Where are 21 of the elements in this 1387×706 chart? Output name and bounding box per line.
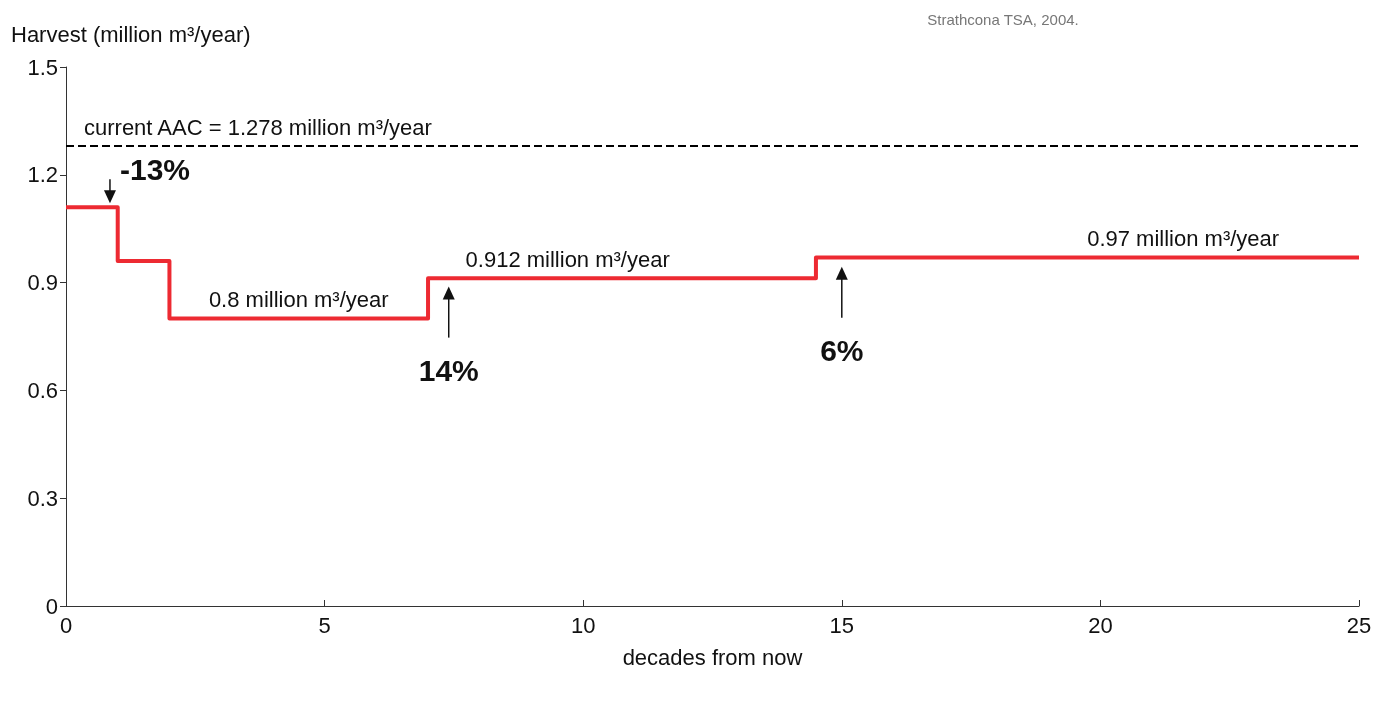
y-tick-label: 0.6 <box>27 377 58 403</box>
annotation: 0.912 million m³/year <box>465 246 670 272</box>
x-tick-label: 25 <box>1346 612 1372 638</box>
y-axis-title: Harvest (million m³/year) <box>11 21 251 47</box>
y-tick-label: 1.2 <box>27 162 58 188</box>
text: Strathcona TSA, 2004. <box>927 11 1079 28</box>
annotation: 14% <box>418 354 479 388</box>
annotation: 6% <box>820 334 864 368</box>
annotation: -13% <box>119 152 191 186</box>
ref-line-label: current AAC = 1.278 million m³/year <box>84 114 432 140</box>
y-tick-label: 0.3 <box>27 485 58 511</box>
annotation: 0.97 million m³/year <box>1087 225 1280 251</box>
x-tick-label: 10 <box>570 612 596 638</box>
y-tick-label: 0.9 <box>27 270 58 296</box>
y-tick-label: 0 <box>45 593 58 619</box>
x-tick-label: 5 <box>318 612 331 638</box>
x-axis-title: decades from now <box>622 644 803 670</box>
y-tick-label: 1.5 <box>27 54 58 80</box>
x-tick-label: 15 <box>829 612 855 638</box>
annotation: 0.8 million m³/year <box>208 287 389 313</box>
x-tick-label: 20 <box>1088 612 1113 638</box>
